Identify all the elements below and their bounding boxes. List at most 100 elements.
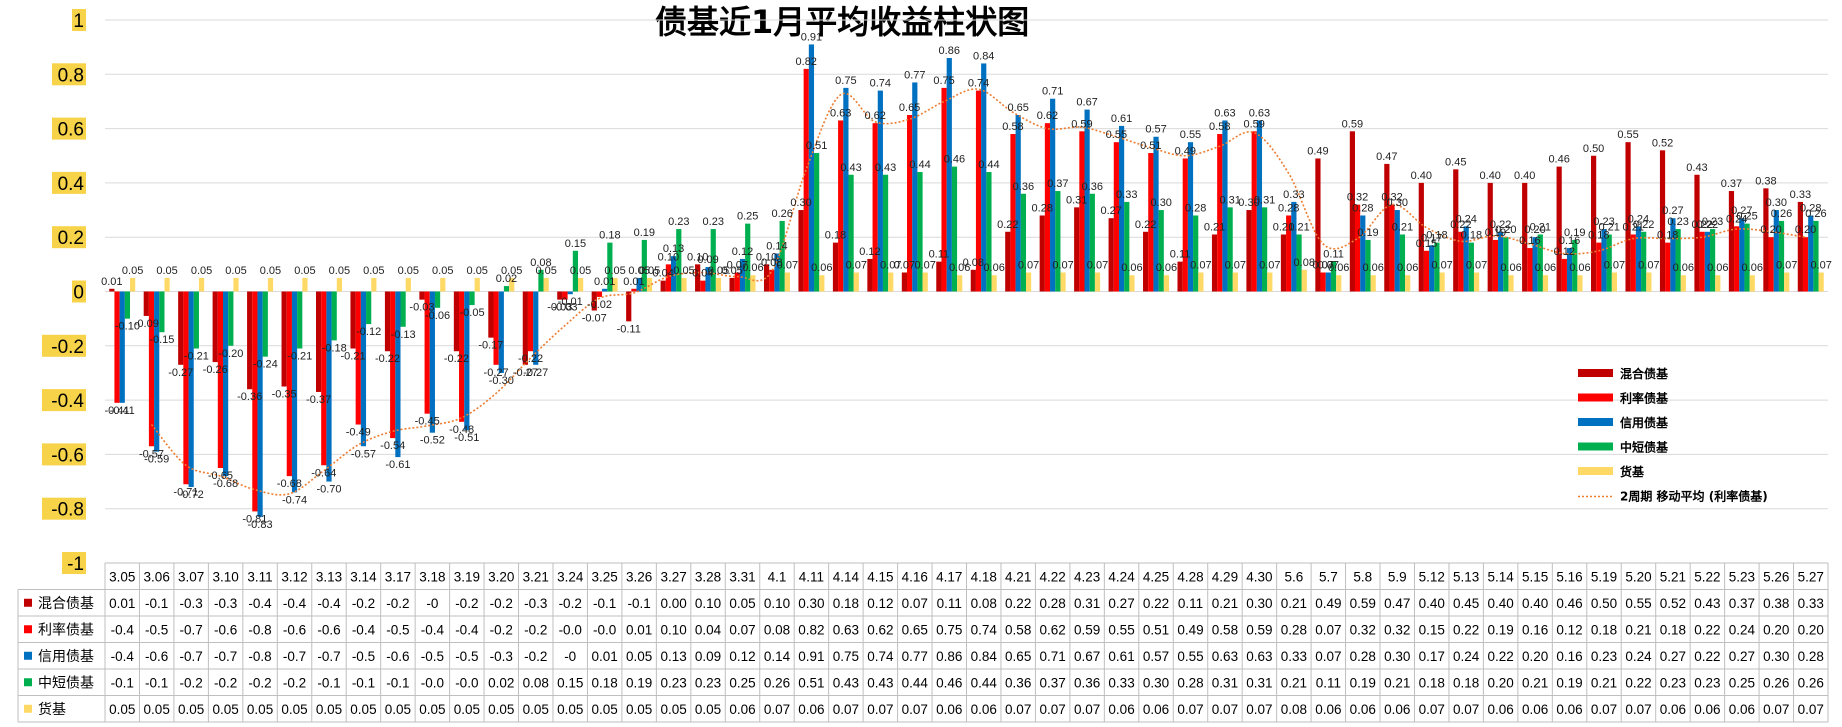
x-category-label: 4.15 — [867, 569, 893, 584]
data-label: 0.33 — [1283, 189, 1304, 201]
bar — [233, 277, 239, 292]
data-label: 0.86 — [939, 45, 960, 57]
data-label: -0.12 — [356, 326, 381, 338]
bar — [1020, 193, 1026, 292]
table-cell: 0.74 — [971, 622, 998, 637]
bar — [848, 174, 854, 292]
table-cell: 0.36 — [1005, 675, 1031, 690]
bar — [1802, 237, 1809, 292]
bar — [350, 291, 356, 349]
table-cell: 0.43 — [867, 675, 893, 690]
bar — [114, 291, 120, 403]
data-label: -0.21 — [184, 351, 209, 363]
bar — [1429, 245, 1435, 292]
bar — [493, 291, 499, 365]
table-cell: 0.05 — [454, 702, 480, 717]
data-label: 0.05 — [156, 265, 177, 277]
table-cell: 0.61 — [1108, 649, 1134, 664]
bar — [1434, 242, 1440, 292]
bar — [769, 269, 775, 292]
table-cell: 0.67 — [1074, 649, 1100, 664]
x-category-label: 5.20 — [1625, 569, 1651, 584]
bar — [676, 229, 682, 292]
bar — [1439, 272, 1445, 292]
data-labels: 0.01-0.41-0.41-0.100.05-0.09-0.57-0.59-0… — [101, 31, 1832, 530]
data-label: 0.06 — [1362, 262, 1383, 274]
table-cell: 0.21 — [1384, 675, 1410, 690]
bar — [198, 277, 205, 292]
table-cell: 0.38 — [1763, 596, 1789, 611]
bar — [384, 291, 391, 352]
x-category-label: 5.15 — [1522, 569, 1548, 584]
bar — [1744, 223, 1750, 292]
bar — [538, 269, 544, 292]
table-cell: 0.44 — [902, 675, 929, 690]
bar — [286, 291, 292, 477]
table-cell: 0.30 — [1763, 649, 1789, 664]
table-cell: 0.51 — [798, 675, 824, 690]
table-cell: -0.1 — [386, 675, 409, 690]
data-label: 0.25 — [1736, 211, 1757, 223]
table-cell: 0.31 — [1074, 596, 1100, 611]
data-label: 0.21 — [1598, 221, 1619, 233]
bar — [1325, 272, 1331, 292]
bar — [1349, 131, 1355, 292]
data-label: 0.74 — [870, 78, 891, 90]
y-tick-label: 0.4 — [58, 174, 85, 195]
y-tick-highlight — [52, 63, 86, 86]
bar — [1572, 239, 1578, 292]
data-label: 0.07 — [1312, 259, 1333, 271]
data-label: 0.19 — [634, 227, 655, 239]
legend-swatch — [1578, 369, 1613, 377]
table-cell: 0.22 — [1005, 596, 1031, 611]
table-cell: 0.06 — [1487, 702, 1513, 717]
bar — [291, 291, 298, 493]
table-cell: 0.07 — [764, 702, 790, 717]
bar — [1453, 169, 1459, 292]
bar — [1749, 275, 1755, 292]
bar — [1532, 237, 1538, 292]
x-category-label: 5.13 — [1453, 569, 1479, 584]
table-cell: 0.51 — [1143, 622, 1169, 637]
bar — [1670, 218, 1676, 292]
table-cell: 0.75 — [833, 649, 859, 664]
table-cell: 0.06 — [1660, 702, 1686, 717]
x-category-label: 5.16 — [1556, 569, 1582, 584]
table-cell: 0.22 — [1143, 596, 1169, 611]
data-label: 0.31 — [1219, 194, 1240, 206]
data-label: 0.43 — [1686, 162, 1707, 174]
data-label: 0.18 — [599, 230, 620, 242]
bar — [1630, 234, 1636, 292]
table-cell: 0.18 — [592, 675, 618, 690]
data-label: 0.51 — [1140, 140, 1161, 152]
data-label: -0.26 — [203, 364, 228, 376]
x-category-label: 5.6 — [1284, 569, 1303, 584]
data-label: 0.12 — [1554, 246, 1575, 258]
table-cell: 0.57 — [1143, 649, 1169, 664]
data-label: 0.16 — [1559, 235, 1580, 247]
table-cell: 0.18 — [1591, 622, 1617, 637]
x-category-label: 3.19 — [454, 569, 480, 584]
table-cell: 0.11 — [1178, 596, 1203, 611]
table-cell: -0.3 — [490, 649, 513, 664]
table-cell: 0.07 — [1074, 702, 1100, 717]
table-cell: 0.49 — [1177, 622, 1203, 637]
data-label: 0.12 — [732, 246, 753, 258]
table-cell: 0.23 — [1660, 675, 1686, 690]
table-row-swatch — [24, 598, 32, 607]
data-label: 0.05 — [294, 265, 315, 277]
bar — [1418, 182, 1424, 292]
table-cell: -0.4 — [111, 622, 135, 637]
table-cell: 0.05 — [109, 702, 135, 717]
bar — [1336, 275, 1342, 292]
table-cell: -0.6 — [386, 649, 409, 664]
table-cell: 0.21 — [1591, 675, 1617, 690]
table-cell: 0.06 — [971, 702, 997, 717]
data-label: 0.08 — [530, 257, 551, 269]
x-category-label: 3.27 — [660, 569, 686, 584]
bar — [1458, 231, 1464, 292]
y-tick-highlight — [52, 226, 86, 249]
table-row-header: 货基 — [38, 701, 66, 718]
table-cell: 0.07 — [1315, 649, 1341, 664]
data-label: 0.07 — [846, 259, 867, 271]
